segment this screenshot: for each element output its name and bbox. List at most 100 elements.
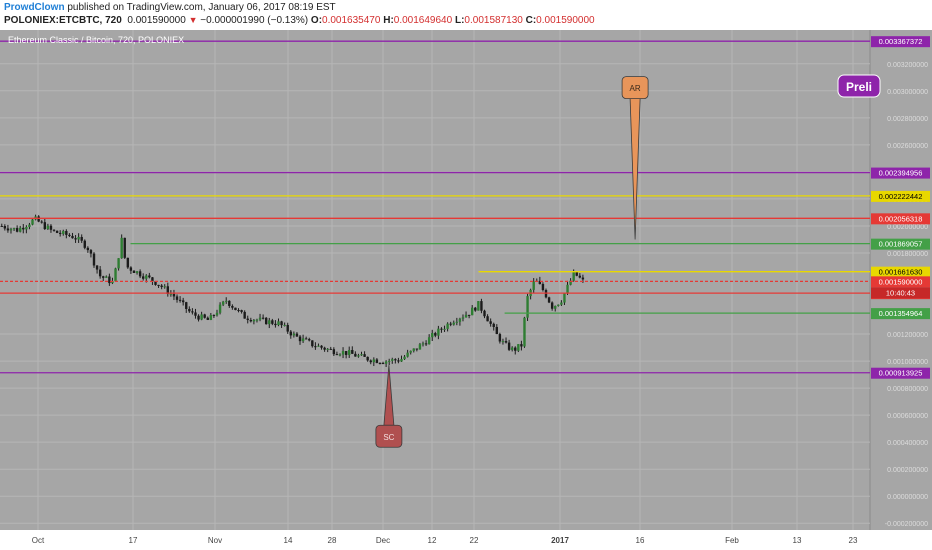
price-tag (871, 276, 930, 288)
candle-body (378, 362, 382, 364)
price-tag (871, 367, 930, 379)
candle-body (141, 276, 145, 279)
candle-body (62, 231, 65, 234)
author-link[interactable]: ProwdClown (4, 2, 65, 13)
candle-body (471, 307, 474, 316)
candle-body (181, 300, 185, 303)
candle-body (271, 320, 274, 324)
candles (0, 214, 585, 367)
y-tick-label: 0.001200000 (887, 332, 928, 339)
y-tick-label: 0.002600000 (887, 143, 928, 150)
candle-body (9, 228, 13, 231)
candle-body (212, 315, 216, 317)
annotation-callout[interactable] (375, 424, 403, 448)
publish-info: published on TradingView.com, January 06… (67, 2, 336, 13)
candle-body (317, 345, 320, 347)
candle-body (480, 301, 483, 311)
candle-body (400, 359, 403, 362)
low-label: L: (454, 15, 465, 26)
candle-body (55, 230, 59, 233)
candle-body (412, 348, 415, 351)
candle-body (231, 305, 234, 308)
candle-body (98, 269, 102, 277)
price-tag-label: 0.001869057 (879, 240, 923, 249)
candle-body (314, 346, 317, 348)
candle-body (418, 344, 422, 350)
y-tick-label: 0.003000000 (887, 89, 928, 96)
candle-body (437, 328, 440, 336)
candle-body (166, 286, 169, 294)
candle-body (68, 234, 71, 236)
candle-body (532, 281, 535, 290)
x-tick-label: 12 (428, 536, 437, 545)
candle-body (329, 348, 332, 350)
candle-body (369, 360, 372, 363)
candle-body (431, 333, 434, 338)
overflow-label-box[interactable] (837, 74, 881, 98)
x-tick-label: 28 (328, 536, 337, 545)
candle-body (138, 271, 142, 277)
last-price: 0.001590000 (127, 15, 186, 26)
candle-body (31, 219, 34, 225)
annotation-label: AR (630, 84, 641, 93)
candle-body (348, 350, 351, 355)
candle-body (191, 311, 194, 313)
candle-body (129, 267, 133, 271)
candle-body (0, 225, 3, 227)
candle-body (200, 314, 203, 320)
y-tick-label: 0.001800000 (887, 251, 928, 258)
candle-body (280, 321, 283, 326)
candle-body (360, 354, 363, 356)
candle-body (203, 314, 206, 318)
candle-body (52, 229, 56, 231)
candle-body (351, 350, 354, 354)
candle-body (295, 333, 299, 337)
candle-body (157, 284, 160, 286)
x-tick-label: Oct (32, 536, 45, 545)
y-tick-label: 0.002000000 (887, 224, 928, 231)
candle-body (326, 348, 329, 350)
x-tick-label: Dec (376, 536, 390, 545)
candle-body (415, 348, 419, 350)
candle-body (510, 347, 514, 350)
candle-body (563, 293, 566, 303)
candle-body (43, 222, 47, 230)
candle-body (406, 352, 409, 357)
time-axis[interactable] (0, 530, 932, 550)
candle-body (117, 258, 120, 269)
chart-pane[interactable] (0, 30, 870, 530)
countdown-tag (871, 287, 930, 299)
candle-body (95, 265, 99, 270)
x-tick-label: 13 (793, 536, 802, 545)
candle-body (421, 343, 425, 345)
y-tick-label: 0.000600000 (887, 413, 928, 420)
candle-body (145, 275, 148, 279)
candle-body (311, 340, 314, 347)
annotation-callout[interactable] (621, 76, 649, 100)
candle-body (123, 237, 126, 258)
candle-body (49, 225, 53, 230)
candle-body (572, 271, 575, 281)
candle-body (301, 338, 305, 342)
candle-body (387, 360, 391, 362)
price-tag-label: 0.002056318 (879, 214, 923, 223)
candle-body (261, 317, 265, 319)
candle-body (160, 285, 163, 288)
candle-body (22, 227, 25, 230)
price-tag (871, 213, 930, 225)
candle-body (163, 286, 166, 288)
open-value: 0.001635470 (322, 15, 381, 26)
candle-body (37, 216, 40, 222)
ohlc-line: POLONIEX:ETCBTC, 720 0.001590000 ▼ −0.00… (4, 15, 595, 26)
candle-body (474, 307, 477, 311)
candle-body (289, 331, 292, 336)
candle-body (547, 297, 551, 303)
candle-body (501, 341, 505, 343)
candle-body (467, 314, 471, 316)
y-tick-label: -0.000200000 (885, 521, 928, 528)
candle-body (74, 238, 77, 240)
candle-body (458, 318, 462, 322)
candle-body (83, 240, 86, 248)
candle-body (397, 360, 400, 362)
